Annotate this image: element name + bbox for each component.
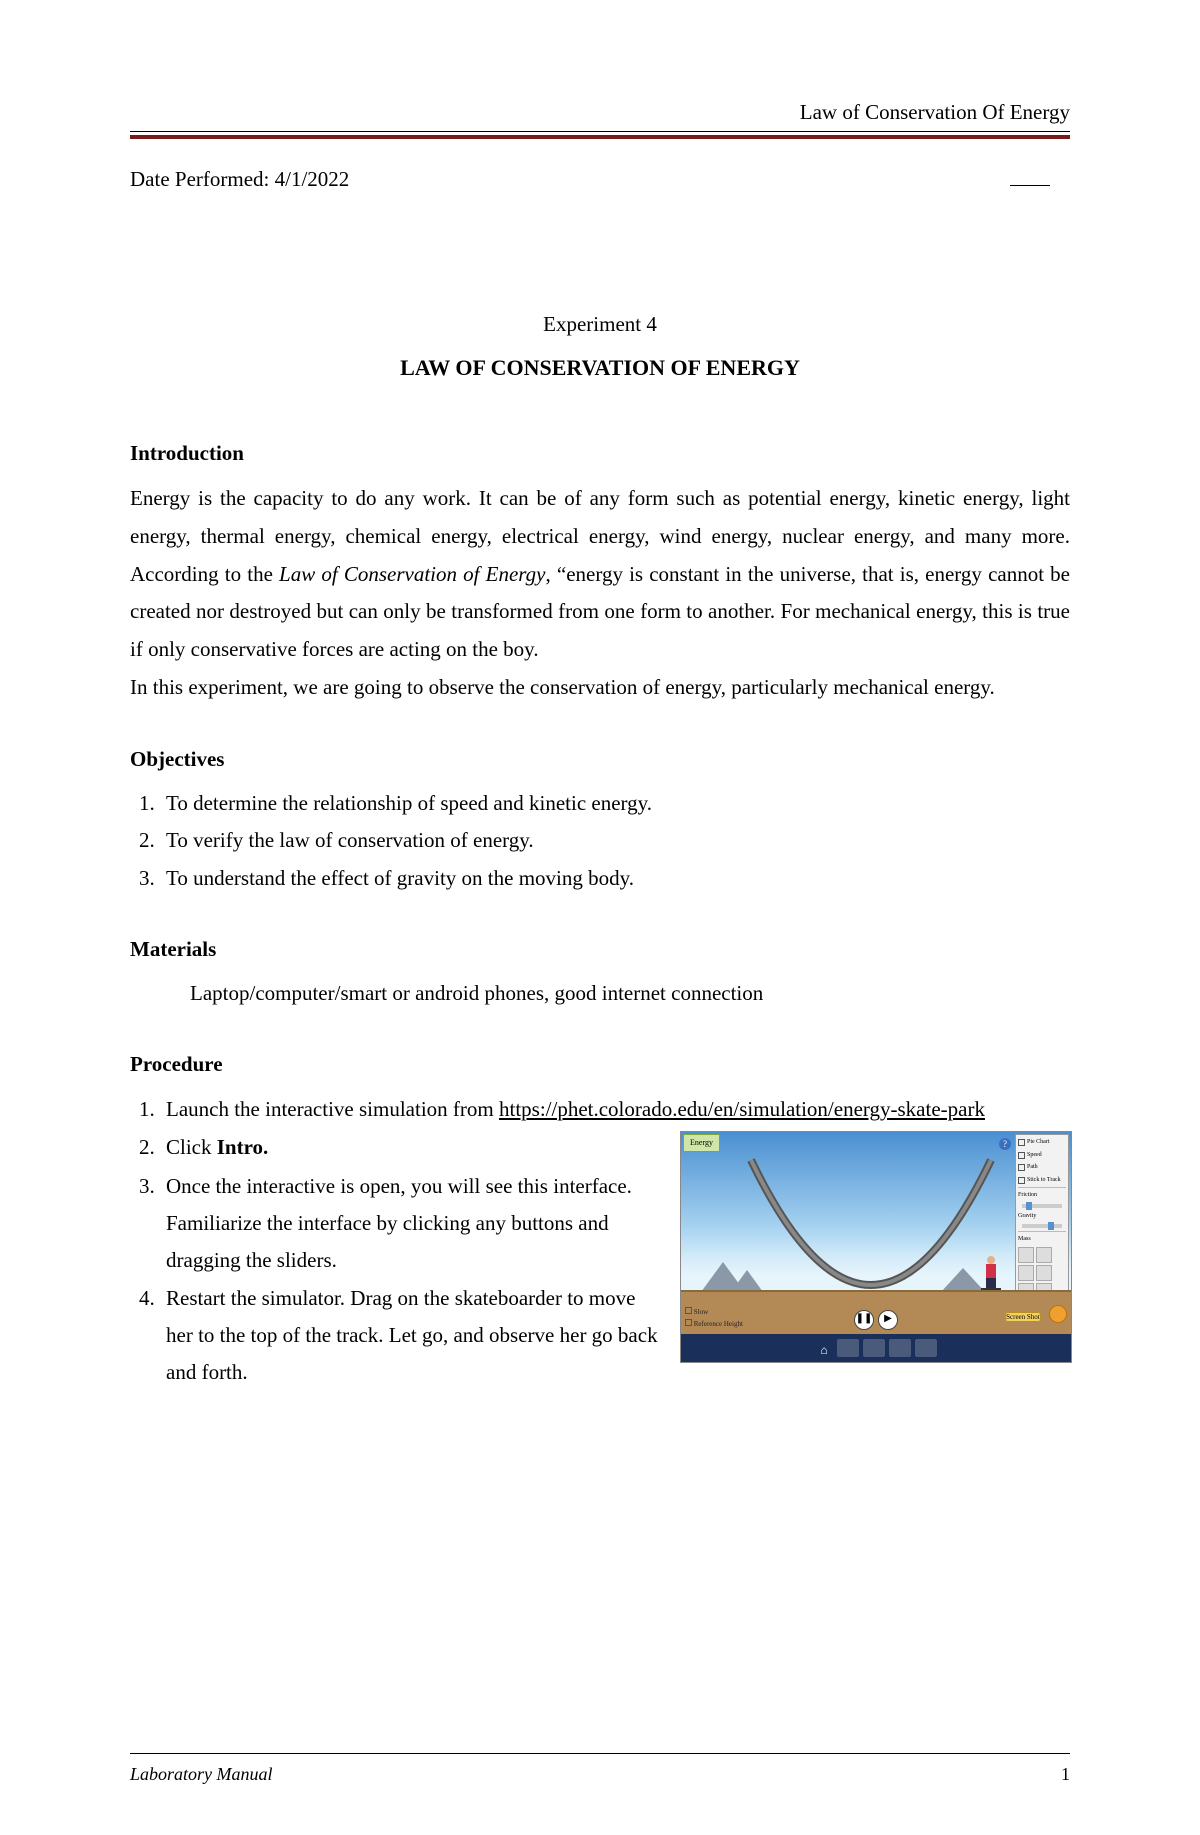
footer-rule <box>130 1753 1070 1754</box>
home-icon[interactable]: ⌂ <box>815 1340 833 1356</box>
running-header: Law of Conservation Of Energy <box>130 100 1070 125</box>
sim-slow-label: Slow Reference Height <box>685 1306 743 1331</box>
pause-icon[interactable]: ❚❚ <box>854 1310 874 1330</box>
footer-left: Laboratory Manual <box>130 1764 273 1785</box>
friction-slider[interactable] <box>1022 1204 1062 1208</box>
scene-button[interactable] <box>837 1339 859 1357</box>
date-performed: Date Performed: 4/1/2022 <box>130 167 349 192</box>
header-rule <box>130 131 1070 139</box>
opt-speed: Speed <box>1027 1150 1042 1161</box>
play-controls: ❚❚ ▶ <box>854 1310 898 1330</box>
checkbox-icon[interactable] <box>1018 1164 1025 1171</box>
gravity-slider[interactable] <box>1022 1224 1062 1228</box>
step-icon[interactable]: ▶ <box>878 1310 898 1330</box>
scene-button[interactable] <box>863 1339 885 1357</box>
procedure-step-1: Launch the interactive simulation from h… <box>160 1091 1070 1128</box>
skater-option[interactable] <box>1018 1265 1034 1281</box>
materials-text: Laptop/computer/smart or android phones,… <box>190 976 1070 1012</box>
right-controls: Screen Shot <box>1005 1294 1067 1331</box>
date-row: Date Performed: 4/1/2022 <box>130 167 1070 192</box>
checkbox-icon[interactable] <box>1018 1139 1025 1146</box>
friction-label: Friction <box>1018 1190 1066 1201</box>
opt-stick: Stick to Track <box>1027 1175 1061 1186</box>
sim-help-icon[interactable]: ? <box>999 1138 1011 1150</box>
procedure-step-3: Once the interactive is open, you will s… <box>160 1168 686 1278</box>
checkbox-icon[interactable] <box>685 1307 692 1314</box>
checkbox-icon[interactable] <box>685 1319 692 1326</box>
step2-bold: Intro. <box>217 1135 269 1159</box>
reset-icon[interactable] <box>1049 1305 1067 1323</box>
step2-text: Click <box>166 1135 217 1159</box>
checkbox-icon[interactable] <box>1018 1152 1025 1159</box>
ref-height-label: Reference Height <box>694 1320 743 1328</box>
intro-paragraph-1: Energy is the capacity to do any work. I… <box>130 480 1070 669</box>
footer: Laboratory Manual 1 <box>130 1753 1070 1785</box>
skater-option[interactable] <box>1036 1265 1052 1281</box>
procedure-block: Launch the interactive simulation from h… <box>130 1091 1070 1412</box>
objectives-list: To determine the relationship of speed a… <box>130 786 1070 897</box>
skater-option[interactable] <box>1036 1247 1052 1263</box>
objective-item: To determine the relationship of speed a… <box>160 786 1070 822</box>
mountain-icon <box>731 1270 763 1292</box>
mountain-icon <box>941 1268 985 1292</box>
procedure-list: Launch the interactive simulation from h… <box>130 1091 1070 1391</box>
experiment-number: Experiment 4 <box>130 312 1070 337</box>
objective-item: To verify the law of conservation of ene… <box>160 823 1070 859</box>
intro-italic: Law of Conservation of Energy <box>279 562 545 586</box>
heading-objectives: Objectives <box>130 747 1070 772</box>
gravity-label: Gravity <box>1018 1211 1066 1222</box>
step1-text: Launch the interactive simulation from <box>166 1097 499 1121</box>
experiment-title: LAW OF CONSERVATION OF ENERGY <box>130 355 1070 381</box>
sim-energy-tab[interactable]: Energy <box>683 1134 720 1152</box>
opt-path: Path <box>1027 1162 1038 1173</box>
objective-item: To understand the effect of gravity on t… <box>160 861 1070 897</box>
skater-icon[interactable] <box>981 1256 1001 1288</box>
blank-line <box>1010 185 1050 186</box>
heading-introduction: Introduction <box>130 441 1070 466</box>
simulation-link[interactable]: https://phet.colorado.edu/en/simulation/… <box>499 1097 985 1121</box>
intro-paragraph-2: In this experiment, we are going to obse… <box>130 669 1070 707</box>
page-number: 1 <box>1061 1764 1070 1785</box>
screenshot-button[interactable]: Screen Shot <box>1005 1312 1041 1322</box>
opt-pie-chart: Pie Chart <box>1027 1137 1050 1148</box>
simulation-screenshot-wrap: Energy ? Pie Chart Speed Path Stick to T… <box>680 1131 1070 1363</box>
heading-procedure: Procedure <box>130 1052 1070 1077</box>
mass-label: Mass <box>1018 1234 1066 1245</box>
scene-button[interactable] <box>915 1339 937 1357</box>
simulation-screenshot: Energy ? Pie Chart Speed Path Stick to T… <box>680 1131 1072 1363</box>
heading-materials: Materials <box>130 937 1070 962</box>
slow-label: Slow <box>694 1308 708 1316</box>
scene-button[interactable] <box>889 1339 911 1357</box>
skater-option[interactable] <box>1018 1247 1034 1263</box>
sim-bottom-bar: ⌂ <box>681 1334 1071 1362</box>
checkbox-icon[interactable] <box>1018 1177 1025 1184</box>
document-page: Law of Conservation Of Energy Date Perfo… <box>0 0 1200 1835</box>
